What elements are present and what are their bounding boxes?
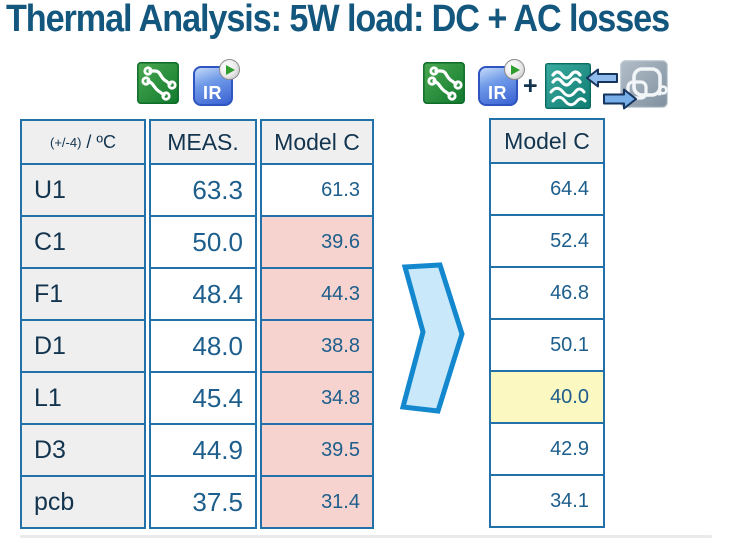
- model-value: 61.3: [260, 163, 374, 217]
- ir-icon-label: IR: [488, 83, 507, 103]
- component-column: (+/-4) / ºC U1 C1 F1 D1 L1 D3 pcb: [20, 119, 146, 529]
- model2-value: 34.1: [489, 474, 605, 528]
- ac-waves-icon: [545, 63, 591, 109]
- play-badge-icon: [504, 59, 525, 80]
- page-title: Thermal Analysis: 5W load: DC + AC losse…: [6, 0, 670, 40]
- component-label: pcb: [20, 475, 146, 529]
- left-icon-group: IR: [137, 58, 247, 116]
- unit-label: / ºC: [86, 131, 116, 152]
- bottom-divider: [20, 535, 712, 538]
- model-value: 34.8: [260, 371, 374, 425]
- model2-value: 50.1: [489, 318, 605, 372]
- play-badge-icon: [219, 59, 240, 80]
- meas-value: 37.5: [149, 475, 257, 529]
- model2-value: 42.9: [489, 422, 605, 476]
- meas-value: 50.0: [149, 215, 257, 269]
- meas-value: 45.4: [149, 371, 257, 425]
- chevron-right-icon: [399, 262, 465, 414]
- right-icon-group: IR +: [423, 58, 673, 116]
- unit-header-cell: (+/-4) / ºC: [20, 119, 146, 165]
- component-label: L1: [20, 371, 146, 425]
- model2-value: 46.8: [489, 266, 605, 320]
- improved-model-table: Model C 64.4 52.4 46.8 50.1 40.0 42.9 34…: [489, 118, 605, 528]
- play-triangle-icon: [226, 64, 235, 75]
- model2-header-cell: Model C: [489, 118, 605, 164]
- model-value: 31.4: [260, 475, 374, 529]
- meas-header-cell: MEAS.: [149, 119, 257, 165]
- model-header-cell: Model C: [260, 119, 374, 165]
- tolerance-label: (+/-4): [50, 134, 82, 150]
- ir-camera-icon: IR: [478, 59, 525, 106]
- pcb-trace-icon: [137, 62, 179, 104]
- model-value: 39.6: [260, 215, 374, 269]
- play-triangle-icon: [511, 64, 520, 75]
- ir-camera-icon: IR: [193, 59, 240, 106]
- measured-column: MEAS. 63.3 50.0 48.4 48.0 45.4 44.9 37.5: [149, 119, 257, 529]
- ir-icon-label: IR: [203, 83, 222, 103]
- component-label: U1: [20, 163, 146, 217]
- model2-column: Model C 64.4 52.4 46.8 50.1 40.0 42.9 34…: [489, 118, 605, 528]
- component-label: D3: [20, 423, 146, 477]
- model-value: 39.5: [260, 423, 374, 477]
- model-value: 44.3: [260, 267, 374, 321]
- meas-value: 63.3: [149, 163, 257, 217]
- meas-value: 48.0: [149, 319, 257, 373]
- pcb-trace-icon: [423, 62, 465, 104]
- model2-value: 40.0: [489, 370, 605, 424]
- component-label: C1: [20, 215, 146, 269]
- plus-sign: +: [523, 72, 538, 100]
- meas-value: 48.4: [149, 267, 257, 321]
- arrow-right-icon: [603, 88, 637, 110]
- measured-vs-model-table: (+/-4) / ºC U1 C1 F1 D1 L1 D3 pcb MEAS. …: [20, 119, 374, 529]
- component-label: F1: [20, 267, 146, 321]
- arrow-left-icon: [586, 68, 618, 88]
- model-column: Model C 61.3 39.6 44.3 38.8 34.8 39.5 31…: [260, 119, 374, 529]
- meas-value: 44.9: [149, 423, 257, 477]
- model2-value: 52.4: [489, 214, 605, 268]
- component-label: D1: [20, 319, 146, 373]
- model-value: 38.8: [260, 319, 374, 373]
- model2-value: 64.4: [489, 162, 605, 216]
